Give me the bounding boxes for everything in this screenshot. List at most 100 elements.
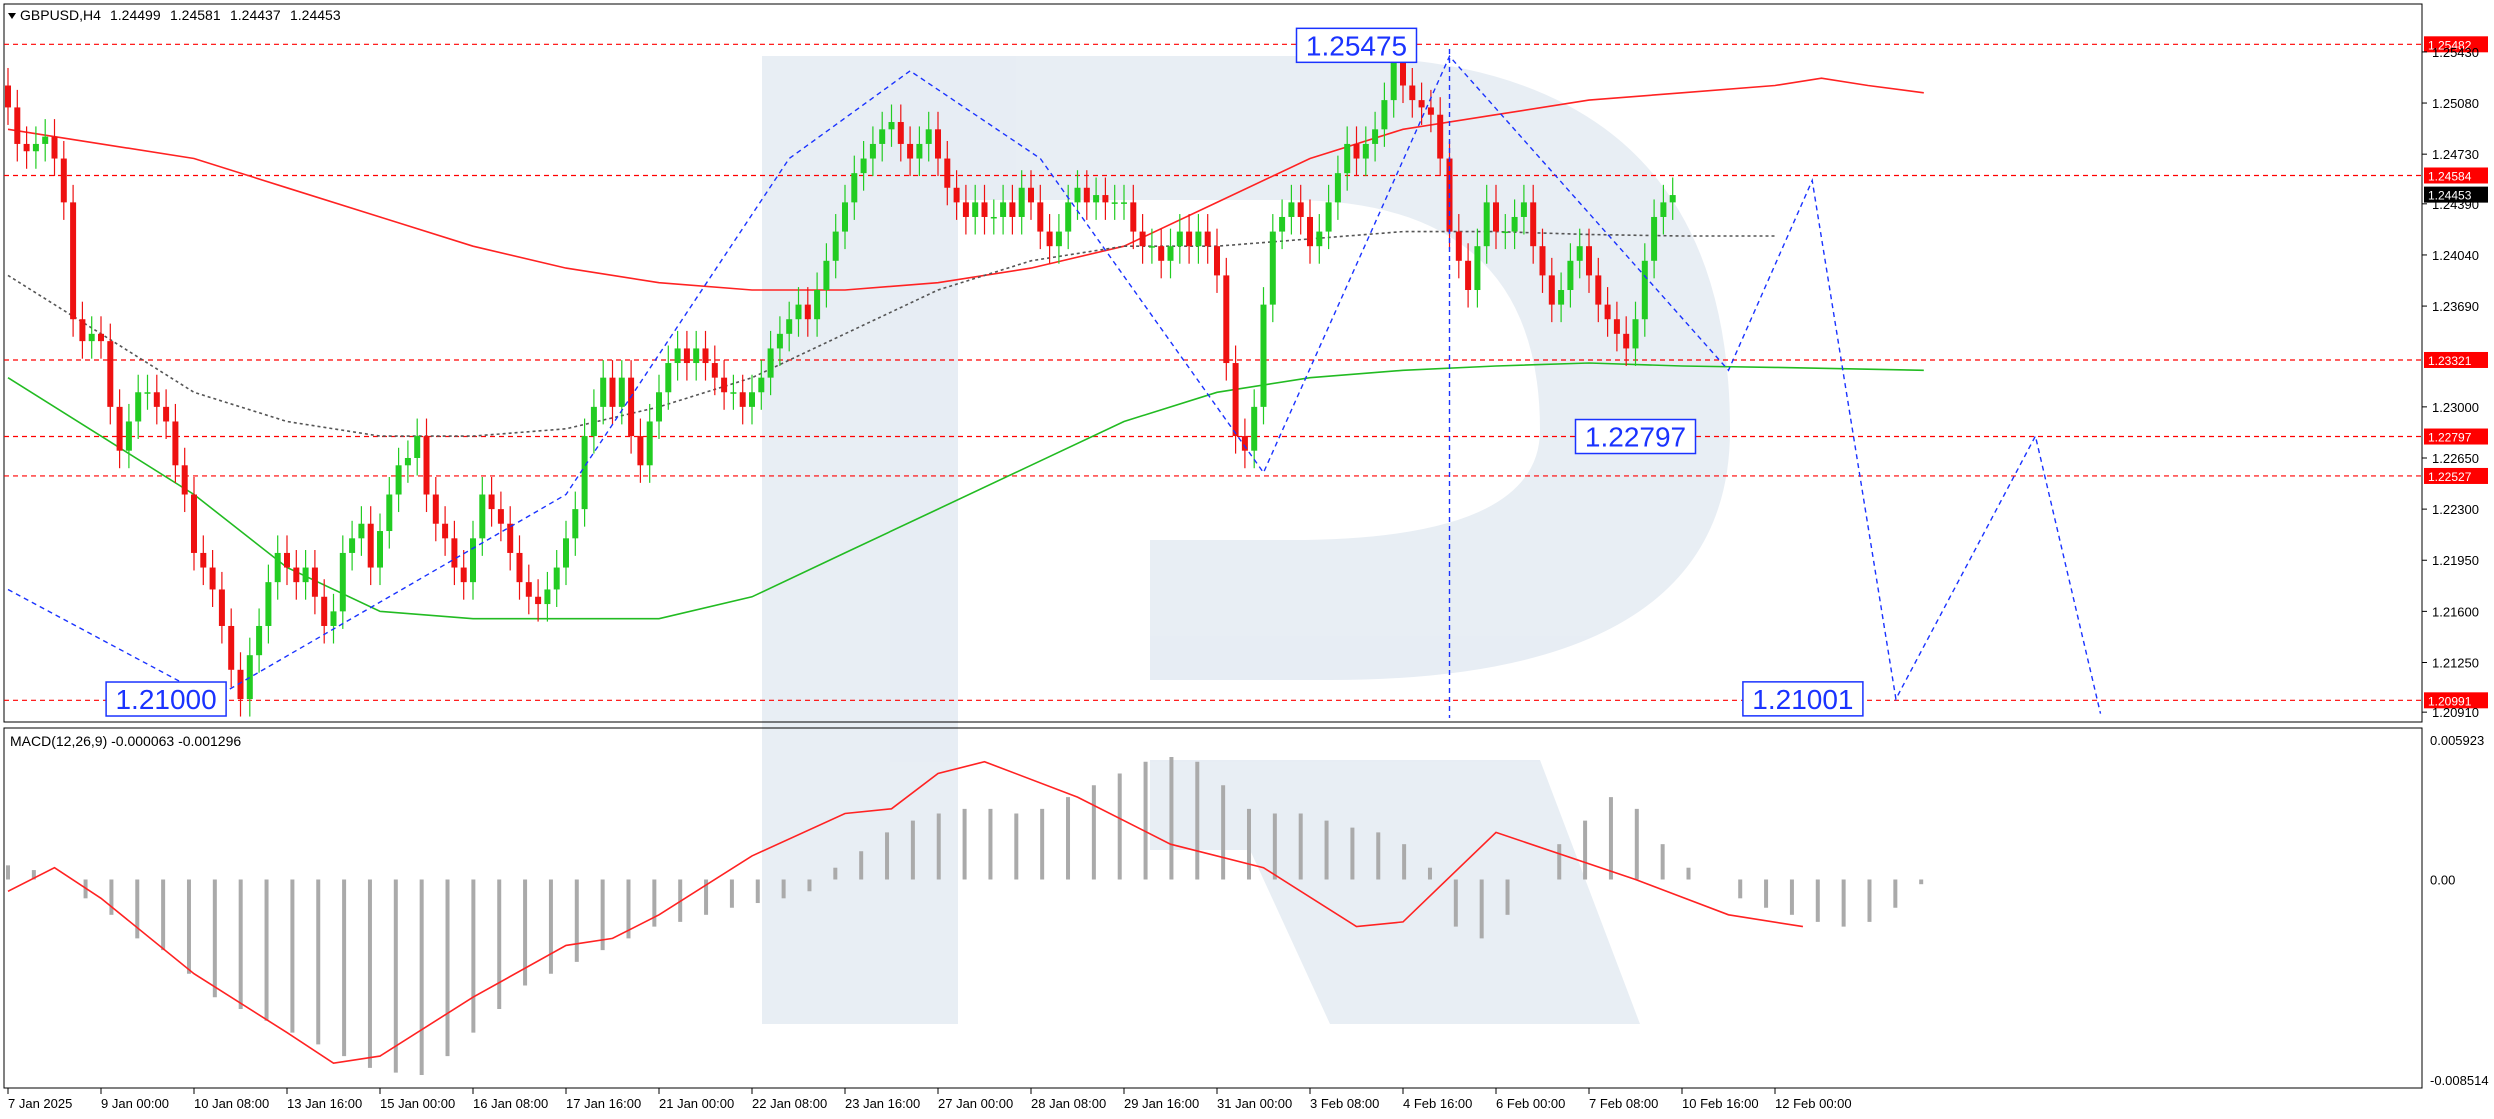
level-tag-1 xyxy=(2424,167,2488,184)
candle-body-152 xyxy=(1418,100,1425,108)
macd-axis: 0.005923 0.00 -0.008514 xyxy=(2430,733,2489,1088)
candle-body-79 xyxy=(739,392,746,407)
candle-body-131 xyxy=(1223,275,1230,364)
candle-body-29 xyxy=(274,552,281,583)
candle-body-93 xyxy=(869,143,876,159)
candle-body-167 xyxy=(1558,290,1565,305)
level-tag-2 xyxy=(2424,351,2488,368)
candle-body-5 xyxy=(51,136,58,159)
candle-body-119 xyxy=(1111,202,1118,204)
candle-body-50 xyxy=(470,538,476,583)
candle-body-46 xyxy=(432,494,439,524)
candle-body-73 xyxy=(683,348,690,364)
candle-body-118 xyxy=(1102,195,1109,203)
candle-body-157 xyxy=(1465,260,1472,291)
candle-body-103 xyxy=(962,202,969,217)
current-price-label: 1.24453 xyxy=(2428,189,2472,203)
level-label-1: 1.24584 xyxy=(2428,169,2472,183)
candle-body-66 xyxy=(618,377,625,407)
price-tick-label-0: 1.25430 xyxy=(2432,45,2479,60)
candle-body-87 xyxy=(814,290,821,320)
annotation-box-3 xyxy=(105,681,227,717)
candle-body-125 xyxy=(1167,246,1174,261)
candle-body-20 xyxy=(191,494,197,553)
candle-body-121 xyxy=(1130,202,1137,232)
price-tick-label-9: 1.21950 xyxy=(2432,553,2479,568)
candle-body-154 xyxy=(1437,114,1444,159)
current-price-tag xyxy=(2424,186,2488,203)
annotation-label-1: 1.22797 xyxy=(1585,422,1686,453)
candle-body-17 xyxy=(163,406,170,422)
forecast-wave-line xyxy=(7,55,2102,714)
candle-body-68 xyxy=(637,436,644,466)
ohlc-high: 1.24581 xyxy=(170,7,221,23)
candle-body-94 xyxy=(879,129,886,144)
candle-body-148 xyxy=(1381,100,1388,130)
candle-body-60 xyxy=(563,538,569,568)
candle-body-89 xyxy=(832,231,839,261)
price-tick-label-1: 1.25080 xyxy=(2432,96,2479,111)
candle-body-70 xyxy=(656,392,662,422)
time-tick-label-4: 15 Jan 00:00 xyxy=(380,1096,455,1111)
level-label-4: 1.22527 xyxy=(2428,470,2472,484)
candle-body-48 xyxy=(451,538,458,568)
candle-body-95 xyxy=(888,122,895,130)
candle-body-115 xyxy=(1074,187,1081,203)
annotation-label-0: 1.25475 xyxy=(1306,30,1407,61)
candle-body-28 xyxy=(265,582,272,626)
candle-body-171 xyxy=(1595,275,1602,305)
time-tick-label-13: 31 Jan 00:00 xyxy=(1217,1096,1292,1111)
candle-body-7 xyxy=(70,202,77,320)
candle-body-14 xyxy=(135,392,142,422)
candle-body-117 xyxy=(1093,195,1100,203)
annotation-label-2: 1.21001 xyxy=(1752,684,1853,715)
main-panel xyxy=(3,3,2423,723)
watermark-logo xyxy=(762,56,1730,1024)
candle-body-120 xyxy=(1121,202,1127,204)
symbol-label: GBPUSD,H4 xyxy=(20,7,101,23)
candle-body-105 xyxy=(981,202,988,217)
price-tick-label-7: 1.22650 xyxy=(2432,451,2479,466)
candle-body-162 xyxy=(1511,216,1518,232)
ohlc-open: 1.24499 xyxy=(110,7,161,23)
candle-body-126 xyxy=(1176,231,1183,247)
candle-body-150 xyxy=(1400,56,1406,86)
candle-body-85 xyxy=(795,304,802,320)
candle-body-100 xyxy=(935,129,941,159)
candle-body-16 xyxy=(153,392,160,407)
candle-body-57 xyxy=(535,596,542,605)
ohlc-close: 1.24453 xyxy=(290,7,341,23)
candle-body-130 xyxy=(1214,246,1220,276)
candle-body-102 xyxy=(953,187,960,203)
candle-body-168 xyxy=(1567,260,1574,291)
level-label-5: 1.20991 xyxy=(2428,694,2472,708)
candle-body-54 xyxy=(507,523,514,553)
time-tick-label-17: 7 Feb 08:00 xyxy=(1589,1096,1658,1111)
candle-body-172 xyxy=(1604,304,1611,320)
candle-body-124 xyxy=(1158,246,1165,261)
candle-body-37 xyxy=(349,538,356,553)
time-tick-label-5: 16 Jan 08:00 xyxy=(473,1096,548,1111)
candle-body-143 xyxy=(1334,173,1341,203)
ohlc-low: 1.24437 xyxy=(230,7,281,23)
candle-body-39 xyxy=(367,523,374,568)
candle-body-76 xyxy=(711,363,718,378)
candle-body-45 xyxy=(423,436,430,495)
time-tick-label-0: 7 Jan 2025 xyxy=(8,1096,72,1111)
candle-body-10 xyxy=(98,333,104,342)
moving-averages xyxy=(7,77,1924,620)
candle-body-63 xyxy=(590,406,597,437)
candle-body-65 xyxy=(609,377,616,407)
candle-body-142 xyxy=(1325,202,1332,232)
symbol-dropdown-icon[interactable] xyxy=(8,13,16,19)
candle-body-0 xyxy=(5,85,11,108)
candle-body-8 xyxy=(79,319,86,342)
time-tick-label-16: 6 Feb 00:00 xyxy=(1496,1096,1565,1111)
candle-body-139 xyxy=(1297,202,1304,217)
level-tag-0 xyxy=(2424,36,2488,53)
candle-body-71 xyxy=(665,363,672,393)
candle-body-34 xyxy=(321,596,328,626)
time-tick-label-9: 23 Jan 16:00 xyxy=(845,1096,920,1111)
time-tick-label-12: 29 Jan 16:00 xyxy=(1124,1096,1199,1111)
